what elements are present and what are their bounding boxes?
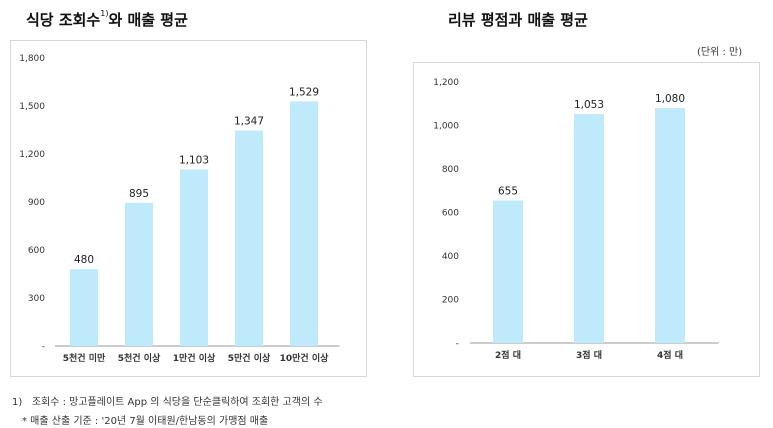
data-label-right-2: 1,080 [655, 93, 685, 105]
y-tick-label-left-3: 900 [28, 198, 45, 208]
footnote-2: * 매출 산출 기준 : '20년 7월 이태원/한남동의 가맹점 매출 [22, 416, 269, 427]
bar-left-2 [180, 169, 208, 346]
bar-left-0 [70, 269, 98, 346]
bar-right-0 [493, 200, 523, 343]
chart-title-left-superscript: 1) [100, 9, 109, 18]
data-label-left-3: 1,347 [234, 115, 264, 127]
chart-title-left: 식당 조회수1)와 매출 평균 [26, 9, 188, 30]
data-label-left-1: 895 [129, 188, 149, 200]
data-label-left-0: 480 [74, 254, 94, 266]
y-tick-label-right-1: 200 [442, 296, 459, 306]
data-label-right-0: 655 [498, 186, 518, 198]
data-label-left-2: 1,103 [179, 155, 209, 167]
y-tick-label-right-4: 800 [442, 165, 459, 175]
y-tick-label-left-5: 1,500 [19, 102, 45, 112]
y-tick-label-right-6: 1,200 [433, 78, 459, 88]
y-tick-label-right-0: - [456, 339, 459, 349]
bar-right-2 [655, 108, 685, 343]
y-tick-label-left-2: 600 [28, 246, 45, 256]
chart-title-left-rest: 와 매출 평균 [108, 11, 188, 29]
footnote-1: 1) 조회수 : 망고플레이트 App 의 식당을 단순클릭하여 조회한 고객의… [12, 393, 323, 408]
bar-left-4 [290, 101, 318, 346]
x-tick-label-right-2: 4점 대 [657, 349, 683, 361]
x-tick-label-left-0: 5천건 미만 [63, 352, 106, 364]
chart-title-left-main: 식당 조회수 [26, 11, 101, 29]
y-tick-label-right-5: 1,000 [433, 122, 459, 132]
data-label-left-4: 1,529 [289, 86, 319, 98]
x-tick-label-left-3: 5만건 이상 [228, 352, 271, 364]
chart-title-right: 리뷰 평점과 매출 평균 [448, 11, 588, 29]
x-tick-label-right-1: 3점 대 [576, 349, 602, 361]
x-tick-label-right-0: 2점 대 [495, 349, 521, 361]
y-tick-label-left-4: 1,200 [19, 150, 45, 160]
y-tick-label-left-1: 300 [28, 294, 45, 304]
y-tick-label-left-0: - [42, 342, 45, 352]
bar-left-1 [125, 202, 153, 346]
x-tick-label-left-2: 1만건 이상 [173, 352, 216, 364]
bar-right-1 [574, 113, 604, 343]
y-tick-label-right-3: 600 [442, 209, 459, 219]
unit-label: (단위 : 만) [697, 47, 743, 58]
footnote-1-text: 조회수 : 망고플레이트 App 의 식당을 단순클릭하여 조회한 고객의 수 [31, 397, 323, 408]
bar-left-3 [235, 130, 263, 346]
x-tick-label-left-4: 10만건 이상 [280, 352, 329, 364]
y-tick-label-left-6: 1,800 [19, 54, 45, 64]
data-label-right-1: 1,053 [574, 99, 604, 111]
footnote-1-number: 1) [12, 397, 23, 408]
y-tick-label-right-2: 400 [442, 252, 459, 262]
x-tick-label-left-1: 5천건 이상 [118, 352, 161, 364]
